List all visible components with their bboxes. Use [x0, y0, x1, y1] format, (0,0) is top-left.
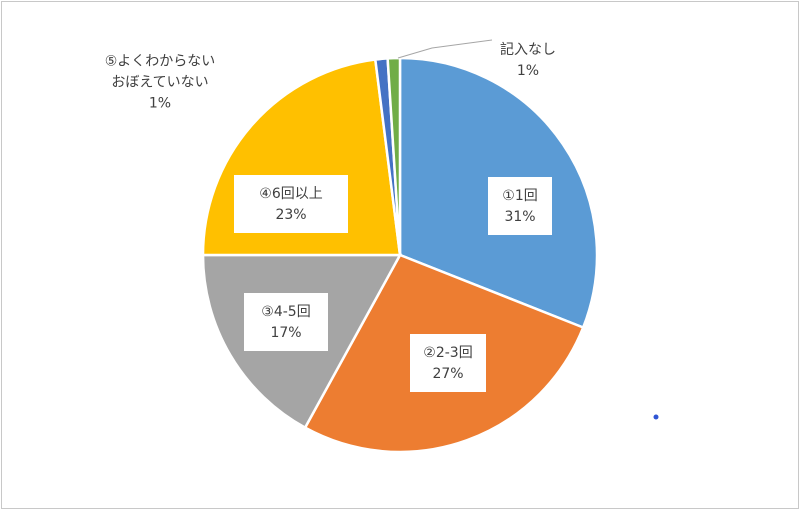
slice-name: ④6回以上: [259, 186, 322, 202]
slice-percent: 27%: [432, 366, 463, 382]
label-box: [488, 177, 552, 235]
slice-percent: 1%: [517, 63, 539, 79]
marker-dot: [653, 414, 659, 420]
slice-percent: 1%: [149, 96, 171, 112]
slice-name: ①1回: [502, 188, 537, 204]
slice-name: ⑤よくわからない: [105, 54, 216, 70]
label-box: [244, 293, 328, 351]
leader-line-blank: [397, 39, 493, 59]
slice-label-4-5: ③4-5回 17%: [244, 293, 328, 351]
slice-name: 記入なし: [500, 41, 556, 58]
slice-name: ③4-5回: [261, 304, 310, 320]
slice-label-2-3: ②2-3回 27%: [410, 334, 486, 392]
slice-label-blank: 記入なし 1%: [500, 41, 556, 79]
slice-name: ②2-3回: [423, 345, 472, 361]
pie-slice-blank: [386, 56, 402, 256]
label-box: [410, 334, 486, 392]
slice-percent: 31%: [504, 209, 535, 225]
slice-name: おぼえていない: [111, 75, 208, 91]
slice-percent: 23%: [275, 207, 306, 223]
label-box: [234, 175, 348, 233]
slice-label-6-plus: ④6回以上 23%: [234, 175, 348, 233]
slice-percent: 17%: [270, 325, 301, 341]
